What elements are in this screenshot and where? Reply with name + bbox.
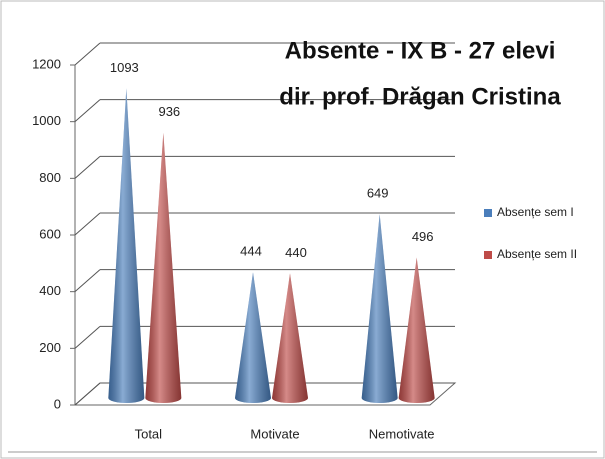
cone-shade <box>108 88 145 403</box>
y-tick-label: 600 <box>39 226 61 241</box>
x-tick-label: Nemotivate <box>369 426 435 441</box>
data-label: 649 <box>367 186 389 201</box>
y-tick-label: 1200 <box>32 56 61 71</box>
grid-line <box>74 42 101 66</box>
cone-shade <box>398 257 435 403</box>
data-label: 1093 <box>110 60 139 75</box>
grid-line <box>74 99 101 123</box>
cone-shade <box>235 272 271 403</box>
x-tick-label: Motivate <box>250 426 299 441</box>
cone-shade <box>272 273 308 403</box>
data-label: 444 <box>240 244 262 259</box>
chart-subtitle: dir. prof. Drăgan Cristina <box>279 83 561 110</box>
y-tick-label: 400 <box>39 283 61 298</box>
data-label: 936 <box>158 104 180 119</box>
cone-shade <box>361 214 398 403</box>
y-tick-label: 1000 <box>32 113 61 128</box>
grid-line <box>74 212 101 236</box>
y-tick-label: 0 <box>54 396 61 411</box>
grid-line <box>74 382 101 406</box>
chart-title: Absente - IX B - 27 elevi <box>285 37 556 64</box>
y-tick-label: 800 <box>39 170 61 185</box>
legend-swatch <box>484 209 492 217</box>
data-label: 440 <box>285 245 307 260</box>
data-label: 496 <box>412 229 434 244</box>
legend-label: Absențe sem I <box>497 205 574 219</box>
grid-line <box>74 155 101 179</box>
grid-line <box>74 325 101 349</box>
grid-line <box>74 269 101 293</box>
legend-swatch <box>484 251 492 259</box>
x-tick-label: Total <box>135 426 163 441</box>
y-tick-label: 200 <box>39 340 61 355</box>
cone-shade <box>145 132 182 404</box>
legend-label: Absențe sem II <box>497 247 577 261</box>
